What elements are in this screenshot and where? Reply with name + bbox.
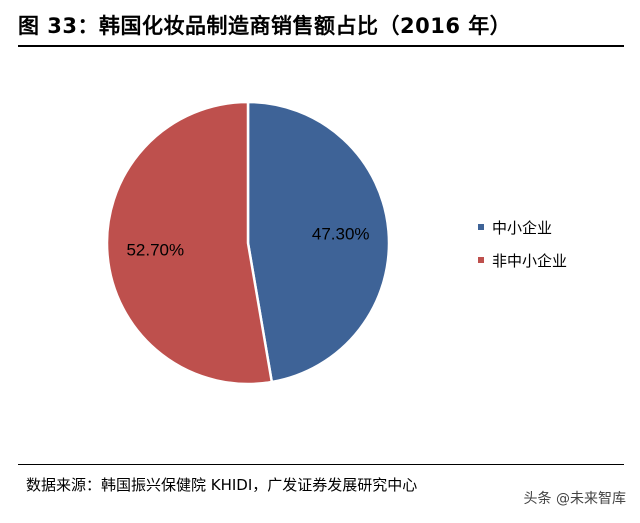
pie-chart: 47.30% 52.70% — [105, 100, 391, 386]
source-note: 数据来源：韩国振兴保健院 KHIDI，广发证券发展研究中心 — [26, 476, 418, 494]
legend-label-1: 中小企业 — [492, 218, 553, 237]
title-divider — [18, 45, 624, 47]
legend: 中小企业 非中小企业 — [478, 215, 567, 281]
source-divider — [18, 464, 624, 465]
legend-label-2: 非中小企业 — [492, 251, 568, 270]
page-title: 图 33：韩国化妆品制造商销售额占比（2016 年） — [18, 14, 512, 38]
pie-slice-1 — [246, 100, 391, 384]
legend-swatch-2 — [478, 257, 484, 263]
chart-area: 47.30% 52.70% — [0, 47, 640, 457]
watermark: 头条 @未来智库 — [523, 491, 626, 507]
pie-slice-2 — [105, 100, 274, 386]
slice-label-2: 52.70% — [126, 240, 184, 259]
legend-swatch-1 — [478, 224, 484, 230]
legend-item-1: 中小企业 — [478, 215, 567, 239]
slice-label-1: 47.30% — [312, 225, 370, 244]
legend-item-2: 非中小企业 — [478, 248, 567, 272]
